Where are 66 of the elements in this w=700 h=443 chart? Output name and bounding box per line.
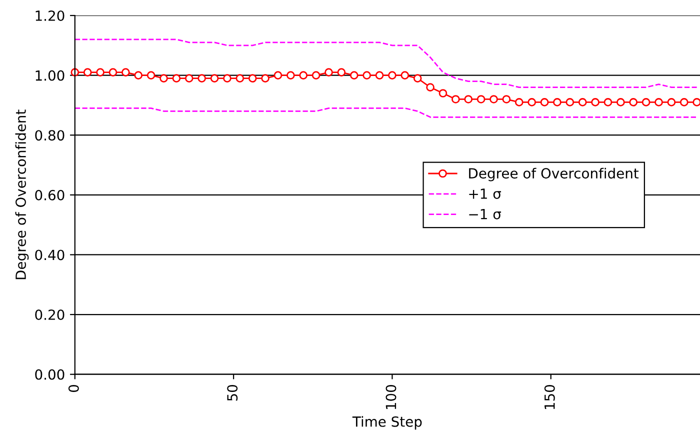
legend-label: −1 σ (469, 209, 502, 220)
y-tick-label: 1.20 (36, 10, 64, 21)
point (566, 98, 574, 106)
point (616, 98, 625, 106)
point (286, 71, 295, 80)
x-tick-label: 150 (544, 384, 555, 410)
point (540, 98, 549, 106)
point (642, 98, 650, 106)
point (680, 98, 688, 106)
point (83, 68, 92, 76)
y-tick-label: 0.20 (35, 310, 64, 320)
x-tick-label: 100 (386, 384, 396, 410)
point (210, 74, 219, 82)
point (324, 68, 333, 76)
point (274, 71, 282, 80)
point (236, 74, 244, 82)
point (223, 74, 232, 82)
point (400, 71, 410, 80)
point (692, 98, 700, 106)
y-tick-label: 0.60 (35, 190, 64, 200)
point (591, 98, 600, 106)
x-tick-label: 0 (68, 384, 79, 392)
point (426, 83, 434, 92)
point (146, 71, 156, 80)
point (654, 98, 663, 106)
point (375, 71, 384, 80)
point (299, 71, 308, 80)
point (553, 98, 562, 106)
point (312, 71, 320, 80)
y-tick-label: 0.40 (35, 250, 64, 260)
point (350, 71, 358, 80)
point (452, 95, 460, 104)
point (388, 71, 396, 80)
y-tick-label: 0.80 (35, 130, 64, 141)
point (337, 68, 346, 76)
x-axis-title: Time Step (352, 416, 422, 430)
point (413, 74, 422, 82)
point (198, 74, 206, 82)
point (248, 74, 257, 82)
legend-label: Degree of Overconfident (469, 168, 639, 182)
point (490, 95, 498, 104)
point (172, 74, 181, 82)
y-axis-title: Degree of Overconfident (15, 110, 29, 280)
point (578, 98, 587, 106)
point (514, 98, 524, 106)
point (108, 68, 118, 76)
point (261, 74, 270, 82)
point (502, 95, 511, 104)
line-series (74, 38, 698, 88)
point (362, 71, 371, 80)
point (184, 74, 194, 82)
point (122, 68, 130, 76)
point (160, 74, 168, 82)
point (438, 89, 448, 98)
point (604, 98, 612, 106)
point (476, 95, 486, 104)
point (464, 95, 473, 104)
point (667, 98, 676, 106)
legend-label: +1 σ (469, 188, 502, 199)
x-tick-label: 50 (227, 384, 238, 401)
point (134, 71, 143, 80)
point (528, 98, 536, 106)
point (629, 98, 638, 106)
y-tick-label: 0.00 (35, 369, 64, 380)
y-tick-label: 1.00 (36, 70, 64, 81)
point (96, 68, 104, 76)
